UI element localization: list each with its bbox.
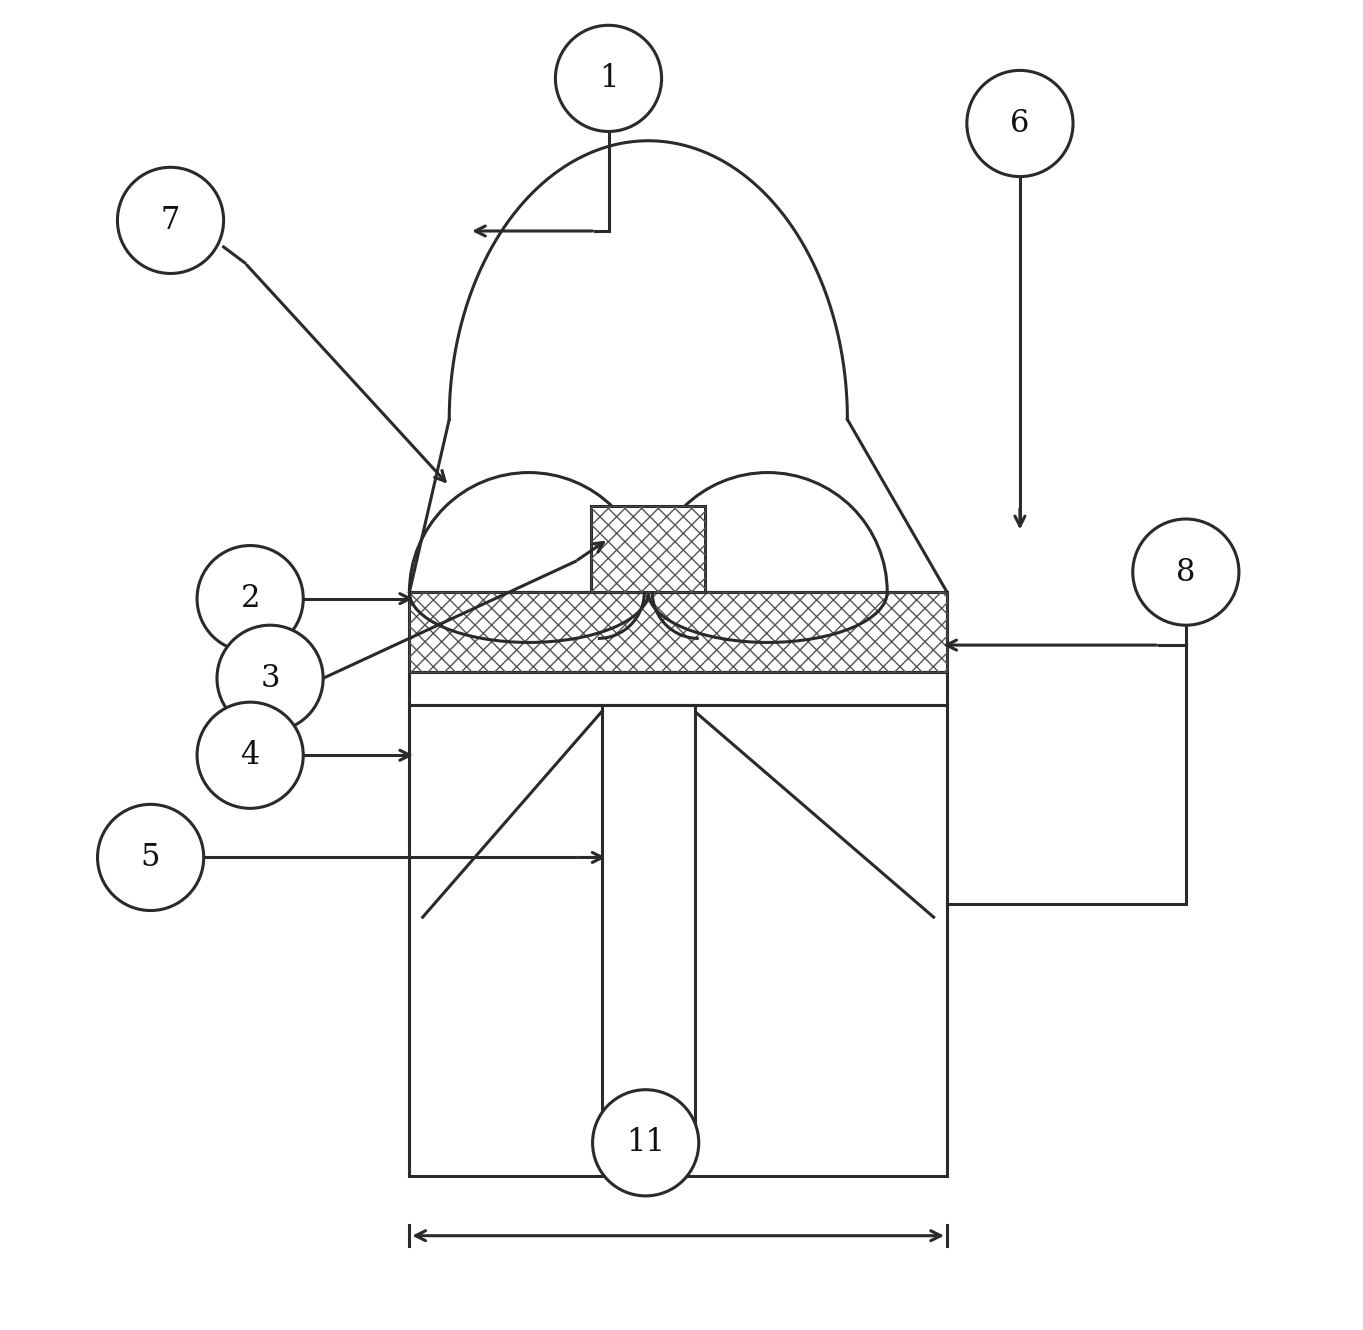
Bar — [592, 505, 706, 592]
Text: 5: 5 — [140, 842, 161, 872]
Text: 3: 3 — [260, 662, 279, 694]
Circle shape — [1133, 519, 1239, 625]
Text: 11: 11 — [626, 1128, 665, 1158]
Bar — [409, 672, 947, 705]
Circle shape — [555, 25, 661, 132]
Bar — [409, 592, 947, 672]
Bar — [409, 592, 947, 672]
Circle shape — [217, 625, 323, 732]
Text: 4: 4 — [240, 739, 260, 771]
Bar — [592, 505, 706, 592]
Circle shape — [198, 702, 303, 809]
Text: 2: 2 — [240, 583, 260, 614]
Circle shape — [593, 1089, 699, 1196]
Text: 8: 8 — [1176, 556, 1195, 588]
Bar — [409, 705, 947, 1176]
Circle shape — [98, 805, 203, 911]
Circle shape — [966, 70, 1073, 177]
Circle shape — [198, 545, 303, 652]
Text: 1: 1 — [598, 63, 619, 94]
Bar — [602, 705, 695, 1123]
Text: 7: 7 — [161, 205, 180, 235]
Circle shape — [117, 168, 224, 274]
Text: 6: 6 — [1010, 108, 1029, 140]
